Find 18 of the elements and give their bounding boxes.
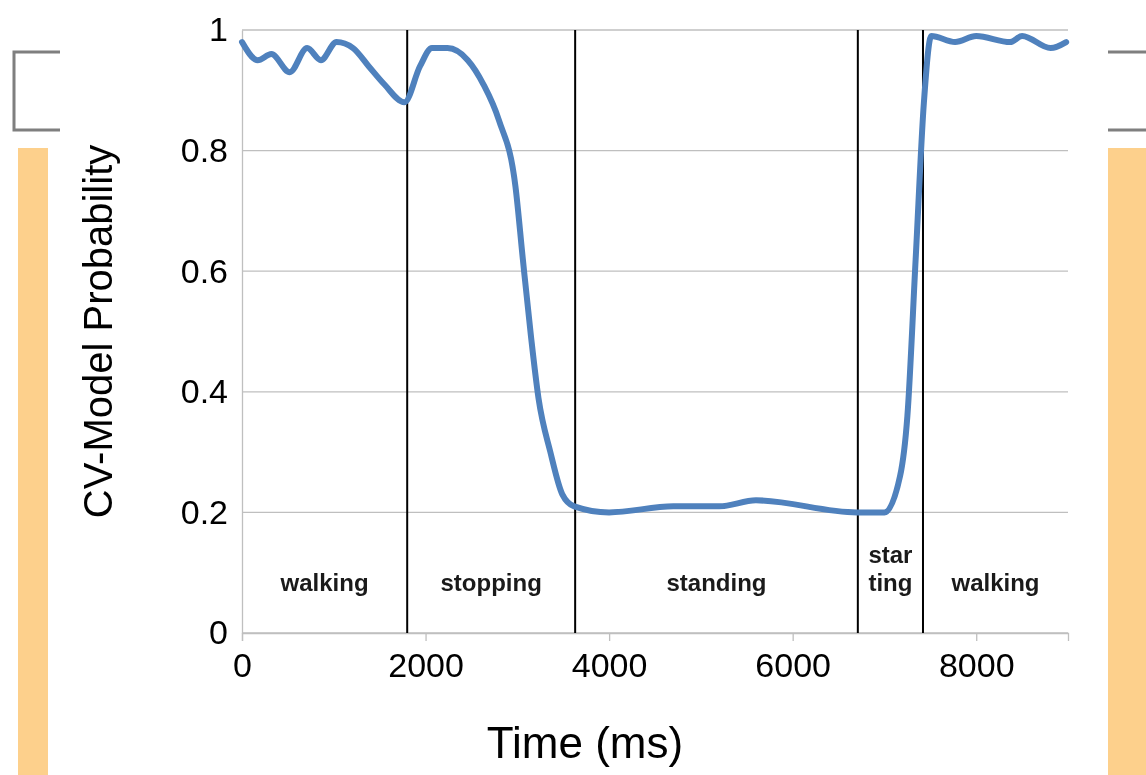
- y-tick-label: 0: [209, 613, 228, 652]
- x-tick-label: 0: [233, 646, 252, 685]
- x-tick-label: 6000: [755, 646, 831, 685]
- y-tick-label: 0.4: [180, 372, 228, 411]
- annotation: walking: [279, 568, 369, 596]
- x-tick-label: 8000: [938, 646, 1015, 685]
- y-axis-title: CV-Model Probability: [76, 144, 120, 519]
- y-tick-label: 0.6: [180, 251, 228, 290]
- x-axis-title: Time (ms): [486, 718, 684, 767]
- annotation: standing: [666, 568, 767, 596]
- x-tick-label: 2000: [388, 646, 464, 685]
- annotation: stopping: [440, 568, 542, 596]
- y-tick-label: 0.8: [180, 130, 228, 169]
- y-tick-label: 0.2: [180, 492, 228, 531]
- annotation: star ting: [868, 540, 913, 596]
- annotation: walking: [950, 568, 1040, 596]
- y-tick-label: 1: [209, 10, 228, 49]
- x-tick-label: 4000: [571, 646, 648, 685]
